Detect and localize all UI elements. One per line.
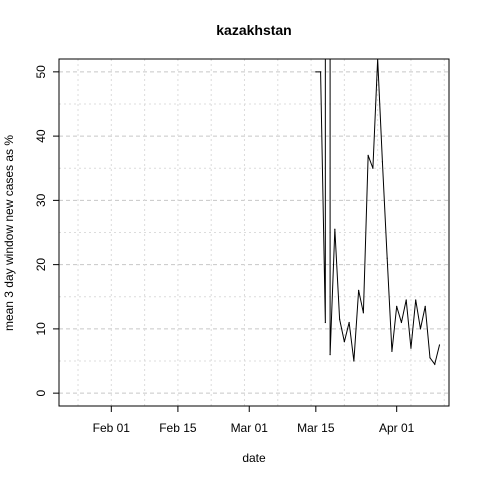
data-point: [415, 299, 417, 301]
y-tick-label: 0: [34, 389, 48, 396]
y-tick-label: 20: [34, 258, 48, 272]
data-point: [434, 363, 436, 365]
data-point: [329, 353, 331, 356]
data-point: [353, 360, 355, 362]
data-point: [429, 357, 431, 359]
data-point: [334, 228, 336, 230]
y-tick-label: 50: [34, 65, 48, 79]
x-tick-label: Feb 15: [159, 421, 197, 435]
x-tick-label: Mar 01: [231, 421, 269, 435]
data-point: [315, 71, 317, 73]
data-point: [362, 312, 364, 314]
data-point: [386, 257, 388, 259]
data-point: [348, 321, 350, 324]
data-point: [343, 341, 345, 343]
data-point: [396, 305, 398, 307]
x-tick-label: Feb 01: [93, 421, 131, 435]
data-point: [438, 344, 441, 346]
series-layer: [315, 59, 441, 366]
data-point: [372, 167, 374, 169]
y-tick-label: 30: [34, 193, 48, 207]
data-point: [405, 299, 407, 301]
y-axis: 0 10 20 30 40 50: [34, 65, 59, 396]
chart-title: kazakhstan: [216, 22, 291, 38]
x-axis-label: date: [242, 451, 266, 465]
x-tick-label: Mar 15: [297, 421, 335, 435]
data-point: [381, 161, 384, 163]
data-point: [367, 154, 369, 156]
y-axis-label: mean 3 day window new cases as %: [2, 135, 16, 331]
data-point: [419, 328, 422, 330]
data-point: [391, 350, 393, 352]
y-tick-label: 10: [34, 322, 48, 336]
x-axis: Feb 01 Feb 15 Mar 01 Mar 15 Apr 01: [93, 406, 415, 435]
plot-frame: [58, 58, 450, 407]
gridlines: [59, 59, 449, 406]
data-point: [410, 347, 412, 349]
y-tick-label: 40: [34, 129, 48, 143]
x-tick-label: Apr 01: [379, 421, 415, 435]
data-point: [339, 318, 341, 320]
data-point: [324, 321, 326, 324]
data-point: [319, 71, 322, 73]
data-point: [358, 289, 360, 291]
data-point: [424, 305, 426, 307]
data-point: [400, 321, 403, 324]
